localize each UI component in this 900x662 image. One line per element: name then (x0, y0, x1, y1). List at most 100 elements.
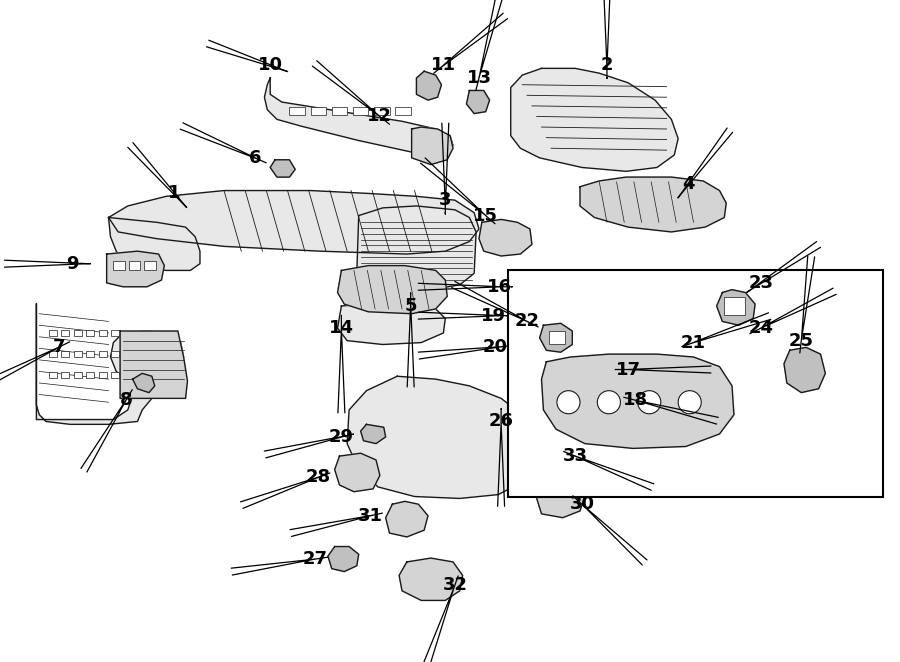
Text: 27: 27 (303, 550, 328, 568)
Bar (74, 352, 82, 357)
Text: 13: 13 (466, 69, 491, 87)
Polygon shape (109, 191, 479, 254)
Text: 18: 18 (623, 391, 648, 409)
Bar (129, 261, 140, 270)
Polygon shape (540, 323, 572, 352)
Bar (86, 330, 94, 336)
Polygon shape (518, 335, 559, 362)
Polygon shape (518, 304, 561, 335)
Text: 28: 28 (306, 468, 331, 487)
Bar (724, 297, 745, 314)
Text: 7: 7 (52, 338, 65, 356)
Bar (112, 352, 119, 357)
Polygon shape (36, 304, 184, 424)
Polygon shape (784, 348, 825, 393)
Polygon shape (536, 482, 585, 518)
Text: 14: 14 (328, 319, 354, 337)
Text: 3: 3 (439, 191, 452, 209)
Polygon shape (466, 91, 490, 114)
Text: 1: 1 (167, 185, 180, 203)
Text: 25: 25 (788, 332, 814, 350)
Polygon shape (580, 177, 726, 232)
Text: 20: 20 (482, 338, 508, 356)
Bar (332, 107, 347, 115)
Text: 10: 10 (257, 56, 283, 75)
Bar (290, 107, 305, 115)
Bar (395, 107, 410, 115)
Polygon shape (338, 304, 446, 344)
Polygon shape (361, 424, 386, 444)
Polygon shape (270, 160, 295, 177)
Text: 5: 5 (404, 297, 417, 315)
Polygon shape (338, 265, 447, 314)
Bar (112, 373, 119, 378)
Text: 29: 29 (328, 428, 354, 446)
Bar (508, 270, 883, 496)
Circle shape (678, 391, 701, 414)
Bar (353, 107, 368, 115)
Bar (113, 261, 125, 270)
Polygon shape (109, 218, 200, 270)
Polygon shape (386, 501, 428, 537)
Text: 16: 16 (487, 278, 512, 296)
Text: 17: 17 (616, 361, 641, 379)
Bar (49, 373, 57, 378)
Bar (112, 330, 119, 336)
Polygon shape (265, 78, 453, 155)
Polygon shape (716, 290, 755, 325)
Bar (61, 330, 69, 336)
Circle shape (598, 391, 620, 414)
Bar (144, 261, 156, 270)
Text: 24: 24 (749, 319, 773, 337)
Polygon shape (106, 251, 165, 287)
Text: 12: 12 (367, 107, 392, 126)
Polygon shape (649, 325, 705, 393)
Bar (549, 331, 564, 344)
Text: 19: 19 (481, 307, 506, 324)
Text: 11: 11 (431, 56, 456, 75)
Bar (49, 330, 57, 336)
Bar (61, 373, 69, 378)
Circle shape (557, 391, 580, 414)
Bar (74, 373, 82, 378)
Polygon shape (328, 547, 359, 571)
Text: 31: 31 (358, 506, 382, 525)
Polygon shape (479, 219, 532, 256)
Polygon shape (335, 453, 380, 492)
Polygon shape (399, 558, 463, 600)
Text: 22: 22 (515, 312, 540, 330)
Text: 8: 8 (120, 391, 132, 409)
Bar (374, 107, 390, 115)
Polygon shape (510, 68, 678, 171)
Polygon shape (598, 348, 657, 401)
Polygon shape (611, 389, 652, 422)
Bar (99, 352, 106, 357)
Text: 23: 23 (749, 274, 773, 292)
Polygon shape (120, 331, 187, 399)
Text: 2: 2 (600, 56, 613, 75)
Text: 30: 30 (570, 495, 594, 513)
Bar (99, 373, 106, 378)
Polygon shape (534, 439, 575, 469)
Polygon shape (542, 354, 733, 448)
Bar (74, 330, 82, 336)
Text: 32: 32 (443, 576, 467, 594)
Bar (310, 107, 326, 115)
Bar (99, 330, 106, 336)
Polygon shape (347, 376, 536, 498)
Polygon shape (356, 206, 476, 290)
Bar (61, 352, 69, 357)
Text: 33: 33 (562, 447, 588, 465)
Circle shape (638, 391, 661, 414)
Polygon shape (132, 373, 155, 393)
Polygon shape (417, 71, 442, 100)
Text: 15: 15 (473, 207, 499, 224)
Bar (86, 373, 94, 378)
Text: 26: 26 (489, 412, 514, 430)
Polygon shape (411, 127, 453, 165)
Bar (86, 352, 94, 357)
Text: 6: 6 (248, 149, 261, 167)
Text: 9: 9 (66, 255, 78, 273)
Text: 4: 4 (682, 175, 695, 193)
Bar (49, 352, 57, 357)
